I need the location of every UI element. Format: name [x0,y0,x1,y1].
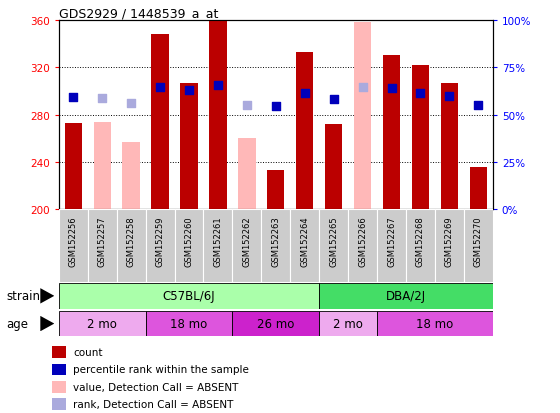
Text: GSM152264: GSM152264 [300,216,309,266]
Point [300,90,309,97]
Bar [354,23,371,210]
Text: GSM152258: GSM152258 [127,216,136,266]
Bar [319,283,493,309]
Bar [296,52,314,210]
Point [127,100,136,107]
Text: count: count [73,347,102,357]
Bar [319,210,348,282]
Bar [319,311,377,337]
Bar [267,171,284,210]
Text: GDS2929 / 1448539_a_at: GDS2929 / 1448539_a_at [59,7,218,19]
Bar [325,125,342,210]
Point [329,97,338,103]
Bar [209,21,227,210]
Text: C57BL/6J: C57BL/6J [163,290,215,303]
Bar [262,210,290,282]
Text: GSM152268: GSM152268 [416,216,425,266]
Bar [180,83,198,210]
Text: 2 mo: 2 mo [87,317,117,330]
Bar [464,210,493,282]
Point [387,86,396,93]
Text: GSM152266: GSM152266 [358,216,367,266]
Text: GSM152259: GSM152259 [156,216,165,266]
Text: GSM152256: GSM152256 [69,216,78,266]
Point [474,102,483,109]
Point [69,94,78,101]
Text: GSM152261: GSM152261 [213,216,222,266]
Point [358,85,367,91]
Bar [52,399,66,410]
Bar [151,35,169,210]
Bar [377,210,406,282]
Bar [203,210,232,282]
Point [156,85,165,91]
Bar [59,311,146,337]
Text: DBA/2J: DBA/2J [386,290,426,303]
Text: GSM152269: GSM152269 [445,216,454,266]
Bar [232,210,262,282]
Bar [52,347,66,358]
Text: GSM152260: GSM152260 [184,216,194,266]
Text: 26 mo: 26 mo [257,317,295,330]
Bar [59,210,88,282]
Text: age: age [7,317,29,330]
Text: GSM152267: GSM152267 [387,216,396,266]
Bar [146,210,175,282]
Bar [441,83,458,210]
Bar [348,210,377,282]
Text: strain: strain [7,290,41,303]
Bar [64,123,82,210]
Bar [52,364,66,375]
Text: GSM152265: GSM152265 [329,216,338,266]
Text: GSM152263: GSM152263 [271,216,281,266]
Bar [238,139,255,210]
Point [445,93,454,100]
Point [242,102,251,109]
Point [213,82,222,89]
Text: GSM152257: GSM152257 [97,216,107,266]
Text: 18 mo: 18 mo [416,317,454,330]
Bar [377,311,493,337]
Text: 2 mo: 2 mo [333,317,363,330]
Point [416,90,425,97]
Bar [146,311,232,337]
Bar [59,283,319,309]
Bar [412,66,429,210]
Point [184,87,194,94]
Text: percentile rank within the sample: percentile rank within the sample [73,365,249,375]
Bar [123,142,140,210]
Polygon shape [40,316,54,332]
Text: rank, Detection Call = ABSENT: rank, Detection Call = ABSENT [73,399,234,409]
Bar [435,210,464,282]
Bar [175,210,203,282]
Polygon shape [40,288,54,304]
Bar [88,210,116,282]
Bar [232,311,319,337]
Text: 18 mo: 18 mo [170,317,208,330]
Bar [406,210,435,282]
Point [271,104,280,110]
Text: GSM152270: GSM152270 [474,216,483,266]
Text: GSM152262: GSM152262 [242,216,251,266]
Bar [52,381,66,393]
Bar [290,210,319,282]
Bar [383,56,400,210]
Text: value, Detection Call = ABSENT: value, Detection Call = ABSENT [73,382,239,392]
Bar [94,122,111,210]
Bar [470,167,487,210]
Bar [116,210,146,282]
Point [97,95,106,102]
